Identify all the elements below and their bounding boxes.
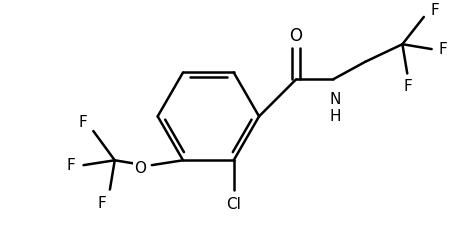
- Text: O: O: [134, 160, 146, 175]
- Text: F: F: [98, 195, 107, 210]
- Text: F: F: [78, 114, 87, 129]
- Text: F: F: [404, 78, 413, 93]
- Text: F: F: [67, 157, 75, 172]
- Text: F: F: [439, 41, 448, 56]
- Text: F: F: [430, 3, 439, 18]
- Text: N
H: N H: [329, 92, 341, 124]
- Text: O: O: [290, 27, 302, 45]
- Text: Cl: Cl: [226, 196, 241, 211]
